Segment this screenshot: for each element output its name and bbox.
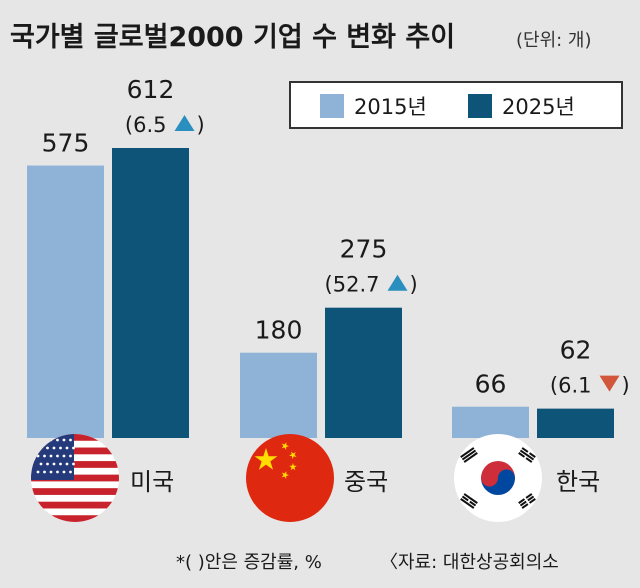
change-paren-china: )	[410, 273, 418, 297]
bars	[27, 148, 614, 438]
change-label-usa: (6.5	[125, 113, 167, 137]
change-label-korea: (6.1	[550, 374, 592, 398]
change-paren-korea: )	[622, 374, 630, 398]
source-note: 〈자료: 대한상공회의소	[380, 552, 559, 573]
bar-usa-2015	[27, 165, 104, 438]
chart-title: 국가별 글로벌2000 기업 수 변화 추이	[10, 22, 455, 53]
legend-label-2025: 2025년	[502, 95, 575, 119]
us-flag-icon	[31, 434, 119, 522]
category-label-korea: 한국	[556, 468, 600, 496]
korea-flag-icon	[454, 434, 542, 522]
bar-china-2025	[325, 307, 402, 438]
value-labels: 575 612 (6.5) 180 275 (52.7) 66 62 (6.1)	[42, 75, 630, 399]
change-arrow-up-icon	[387, 274, 408, 291]
value-label-usa-2015: 575	[42, 129, 90, 158]
bar-usa-2025	[112, 148, 189, 438]
value-label-china-2025: 275	[340, 235, 388, 264]
category-label-china: 중국	[344, 468, 388, 496]
change-paren-usa: )	[197, 113, 205, 137]
bar-korea-2025	[537, 408, 614, 438]
legend-label-2015: 2015년	[354, 95, 427, 119]
unit-note: (단위: 개)	[516, 30, 592, 51]
legend-swatch-2015	[320, 94, 344, 118]
change-arrow-down-icon	[599, 375, 620, 392]
china-flag-icon	[246, 434, 334, 522]
footnote: *( )안은 증감률, %	[176, 552, 322, 573]
value-label-china-2015: 180	[255, 316, 303, 345]
legend-box	[289, 81, 623, 129]
bar-china-2015	[240, 352, 317, 438]
value-label-korea-2025: 62	[560, 336, 592, 365]
bar-korea-2015	[452, 406, 529, 438]
value-label-usa-2025: 612	[127, 75, 175, 104]
change-label-china: (52.7	[325, 273, 380, 297]
category-label-usa: 미국	[130, 468, 174, 496]
legend-swatch-2025	[468, 94, 492, 118]
value-label-korea-2015: 66	[475, 370, 507, 399]
legend: 2015년 2025년	[289, 81, 623, 129]
change-arrow-up-icon	[174, 115, 195, 131]
